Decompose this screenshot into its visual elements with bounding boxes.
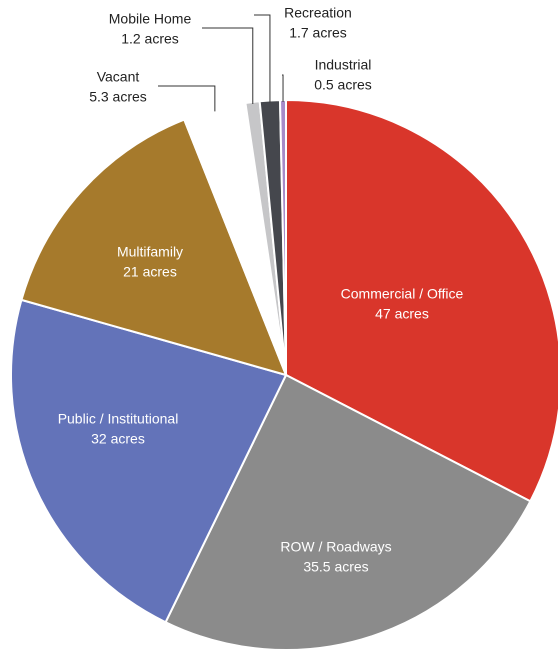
slice-value-label: 1.7 acres: [289, 25, 347, 41]
pie-slice: [10, 298, 288, 624]
leader-line: [202, 27, 254, 105]
slice-label: Commercial / Office: [341, 286, 464, 302]
slice-value-label: 47 acres: [375, 306, 429, 322]
pie-slice: [164, 373, 532, 651]
slice-value-label: 5.3 acres: [89, 89, 147, 105]
leader-line: [254, 14, 271, 103]
leader-line: [282, 74, 284, 103]
slice-value-label: 32 acres: [91, 431, 145, 447]
slice-value-label: 0.5 acres: [314, 77, 372, 93]
slice-label: ROW / Roadways: [280, 539, 391, 555]
slice-label: Mobile Home: [109, 11, 192, 27]
slice-label: Vacant: [97, 69, 140, 85]
slice-value-label: 1.2 acres: [121, 31, 179, 47]
slice-value-label: 35.5 acres: [303, 559, 368, 575]
pie-slice: [285, 98, 558, 503]
pie-slice: [20, 118, 288, 377]
slice-value-label: 21 acres: [123, 264, 177, 280]
slice-label: Recreation: [284, 5, 352, 21]
leader-line: [158, 85, 216, 112]
slice-label: Public / Institutional: [58, 411, 179, 427]
slice-label: Industrial: [315, 57, 372, 73]
slice-label: Multifamily: [117, 244, 183, 260]
